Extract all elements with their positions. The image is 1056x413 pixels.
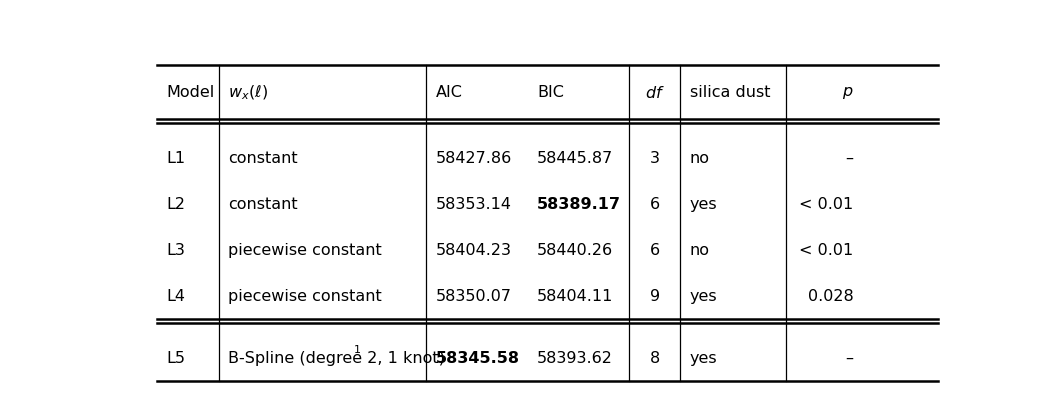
Text: silica dust: silica dust [690, 85, 770, 100]
Text: $df$: $df$ [645, 85, 664, 100]
Text: 58404.11: 58404.11 [538, 289, 614, 304]
Text: L3: L3 [166, 242, 185, 258]
Text: L2: L2 [166, 197, 185, 211]
Text: 9: 9 [649, 289, 660, 304]
Text: constant: constant [228, 197, 298, 211]
Text: yes: yes [690, 197, 717, 211]
Text: no: no [690, 150, 710, 165]
Text: B-Spline (degree 2, 1 knot): B-Spline (degree 2, 1 knot) [228, 350, 451, 365]
Text: –: – [846, 350, 853, 365]
Text: L1: L1 [166, 150, 185, 165]
Text: 58404.23: 58404.23 [435, 242, 511, 258]
Text: 0.028: 0.028 [808, 289, 853, 304]
Text: 58345.58: 58345.58 [435, 350, 520, 365]
Text: yes: yes [690, 289, 717, 304]
Text: 6: 6 [649, 242, 660, 258]
Text: constant: constant [228, 150, 298, 165]
Text: B-Spline (degree 2, 1 knot): B-Spline (degree 2, 1 knot) [228, 350, 446, 365]
Text: no: no [690, 242, 710, 258]
Text: 58350.07: 58350.07 [435, 289, 511, 304]
Text: L5: L5 [166, 350, 185, 365]
Text: < 0.01: < 0.01 [799, 242, 853, 258]
Text: yes: yes [690, 350, 717, 365]
Text: $w_{x}(\ell)$: $w_{x}(\ell)$ [228, 83, 268, 102]
Text: Model: Model [166, 85, 214, 100]
Text: piecewise constant: piecewise constant [228, 242, 382, 258]
Text: 58427.86: 58427.86 [435, 150, 512, 165]
Text: 1: 1 [354, 344, 361, 355]
Text: 58445.87: 58445.87 [538, 150, 614, 165]
Text: BIC: BIC [538, 85, 564, 100]
Text: 8: 8 [649, 350, 660, 365]
Text: $p$: $p$ [843, 85, 853, 100]
Text: 3: 3 [649, 150, 660, 165]
Text: AIC: AIC [435, 85, 463, 100]
Text: 58353.14: 58353.14 [435, 197, 511, 211]
Text: 58393.62: 58393.62 [538, 350, 614, 365]
Text: –: – [846, 150, 853, 165]
Text: 6: 6 [649, 197, 660, 211]
Text: < 0.01: < 0.01 [799, 197, 853, 211]
Text: 58389.17: 58389.17 [538, 197, 621, 211]
Text: L4: L4 [166, 289, 185, 304]
Text: 58440.26: 58440.26 [538, 242, 614, 258]
Text: piecewise constant: piecewise constant [228, 289, 382, 304]
